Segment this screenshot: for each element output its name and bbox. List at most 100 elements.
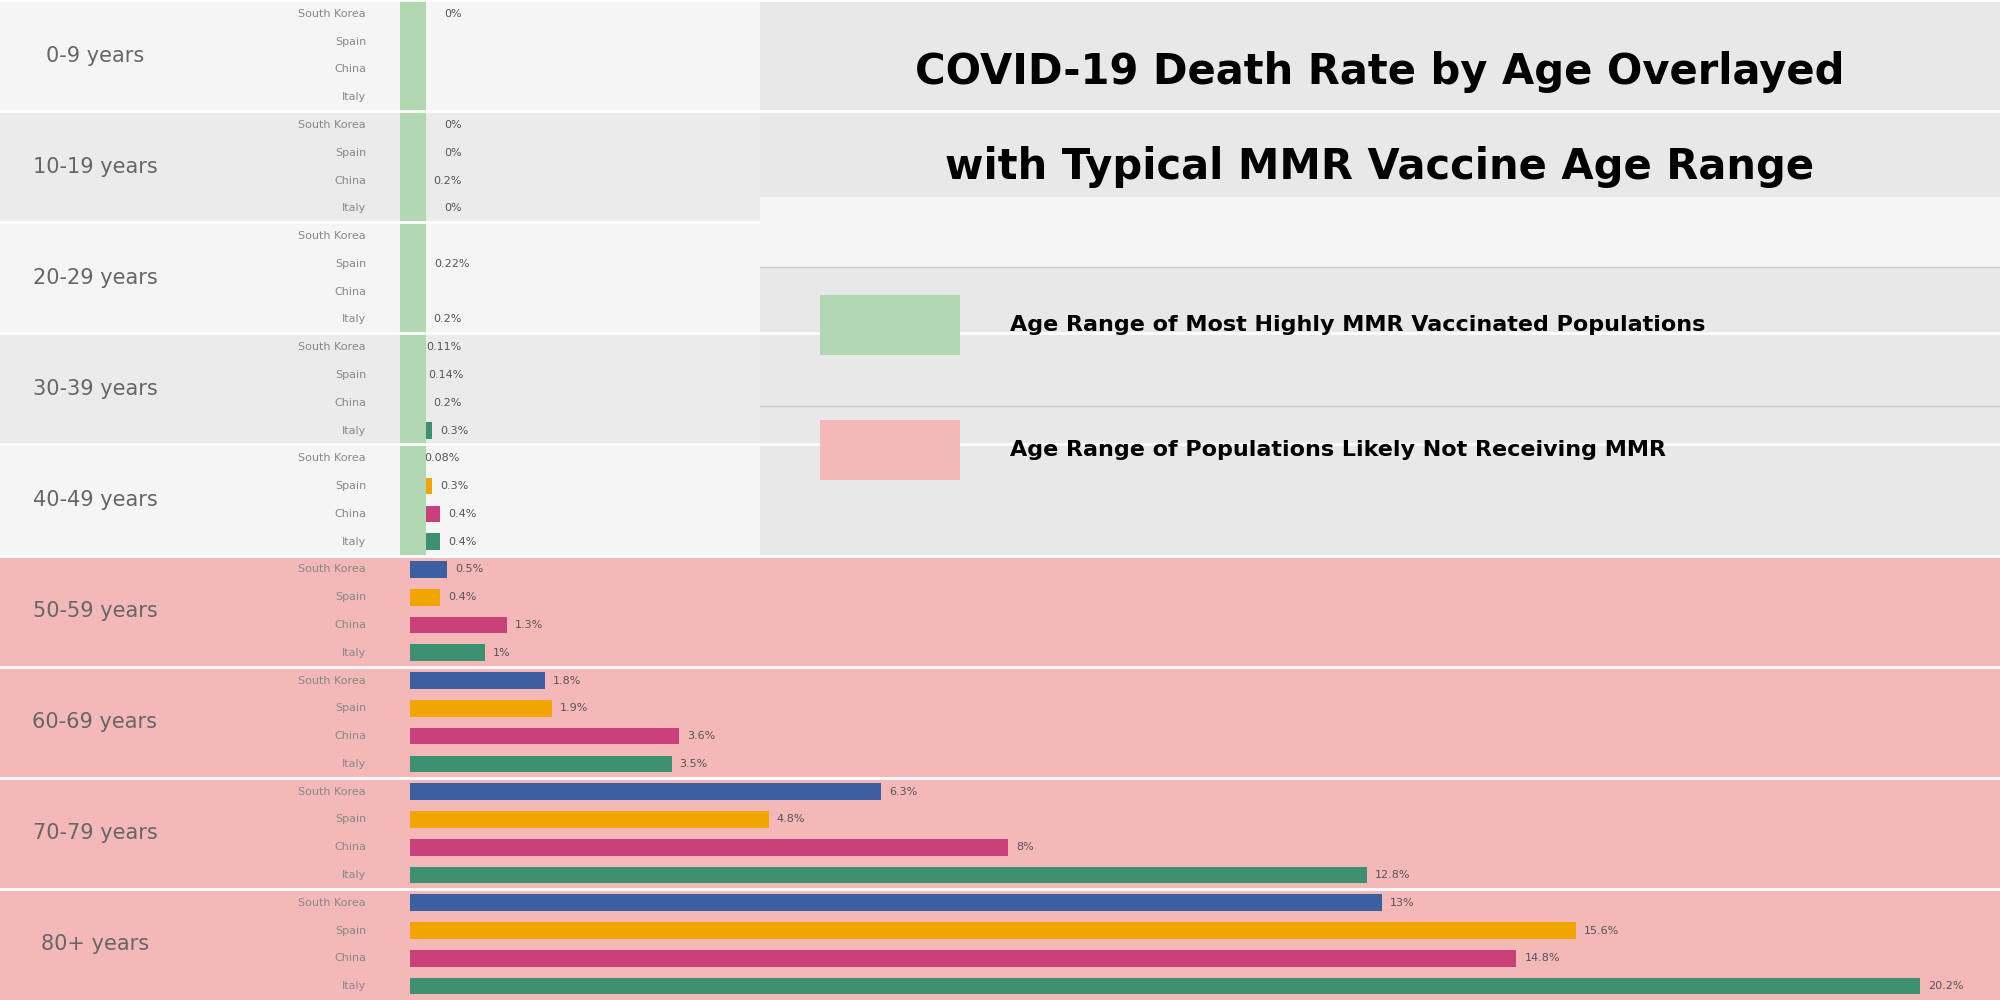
Bar (410, 339, 418, 356)
Bar (410, 894, 1382, 911)
Bar (760, 197, 2000, 267)
Bar (410, 700, 552, 717)
Bar (820, 295, 960, 355)
Text: South Korea: South Korea (298, 9, 366, 19)
Bar (410, 728, 680, 744)
Bar (410, 867, 1366, 883)
Text: South Korea: South Korea (298, 453, 366, 463)
Text: 13%: 13% (1390, 898, 1414, 908)
Text: 20.2%: 20.2% (1928, 981, 1964, 991)
Text: China: China (334, 620, 366, 630)
Bar (410, 256, 426, 272)
Text: 50-59 years: 50-59 years (32, 601, 158, 621)
Bar (410, 561, 448, 578)
Bar (0, 667, 2000, 778)
Bar (410, 172, 424, 189)
Text: South Korea: South Korea (298, 231, 366, 241)
Text: 0.2%: 0.2% (432, 314, 462, 324)
Text: 6.3%: 6.3% (888, 787, 918, 797)
Text: 1%: 1% (492, 648, 510, 658)
Text: 14.8%: 14.8% (1524, 953, 1560, 963)
Bar (410, 589, 440, 606)
Bar (410, 978, 1920, 994)
Text: China: China (334, 953, 366, 963)
Text: Italy: Italy (342, 981, 366, 991)
Text: Spain: Spain (334, 481, 366, 491)
Text: 0%: 0% (444, 9, 462, 19)
Text: 0.14%: 0.14% (428, 370, 464, 380)
Text: 0.5%: 0.5% (456, 564, 484, 574)
Text: 0.2%: 0.2% (432, 176, 462, 186)
Text: Spain: Spain (334, 814, 366, 824)
Text: Spain: Spain (334, 259, 366, 269)
Text: Italy: Italy (342, 203, 366, 213)
Text: South Korea: South Korea (298, 342, 366, 352)
Text: China: China (334, 731, 366, 741)
Text: Spain: Spain (334, 148, 366, 158)
Bar (410, 644, 484, 661)
Text: 20-29 years: 20-29 years (32, 268, 158, 288)
Text: 0-9 years: 0-9 years (46, 46, 144, 66)
Text: South Korea: South Korea (298, 898, 366, 908)
Bar (760, 0, 2000, 556)
Text: Italy: Italy (342, 759, 366, 769)
Text: Spain: Spain (334, 703, 366, 713)
Bar (410, 367, 420, 383)
Text: 1.8%: 1.8% (552, 676, 580, 686)
Bar (410, 922, 1576, 939)
Text: 0.4%: 0.4% (448, 592, 476, 602)
Text: 0%: 0% (444, 203, 462, 213)
Text: Italy: Italy (342, 426, 366, 436)
Text: Italy: Italy (342, 314, 366, 324)
Text: 70-79 years: 70-79 years (32, 823, 158, 843)
Text: COVID-19 Death Rate by Age Overlayed: COVID-19 Death Rate by Age Overlayed (916, 51, 1844, 93)
Text: 3.6%: 3.6% (688, 731, 716, 741)
Text: 60-69 years: 60-69 years (32, 712, 158, 732)
Text: 1.3%: 1.3% (516, 620, 544, 630)
Bar (0, 333, 2000, 444)
Bar (410, 422, 432, 439)
Bar (410, 756, 672, 772)
Text: South Korea: South Korea (298, 676, 366, 686)
Text: South Korea: South Korea (298, 787, 366, 797)
Text: 10-19 years: 10-19 years (32, 157, 158, 177)
Text: 0.22%: 0.22% (434, 259, 470, 269)
Text: China: China (334, 509, 366, 519)
Bar (410, 533, 440, 550)
Text: China: China (334, 842, 366, 852)
Text: Italy: Italy (342, 870, 366, 880)
Text: 0.4%: 0.4% (448, 537, 476, 547)
Text: 0.11%: 0.11% (426, 342, 462, 352)
Bar (410, 394, 424, 411)
Bar (410, 617, 508, 633)
Text: 30-39 years: 30-39 years (32, 379, 158, 399)
Text: Spain: Spain (334, 370, 366, 380)
Text: 12.8%: 12.8% (1374, 870, 1410, 880)
Text: China: China (334, 287, 366, 297)
Bar (0, 111, 2000, 222)
Text: 0%: 0% (444, 120, 462, 130)
Text: Spain: Spain (334, 592, 366, 602)
Text: 8%: 8% (1016, 842, 1034, 852)
Text: Spain: Spain (334, 37, 366, 47)
Text: China: China (334, 176, 366, 186)
Text: 1.9%: 1.9% (560, 703, 588, 713)
Bar (410, 311, 424, 328)
Text: 15.6%: 15.6% (1584, 926, 1620, 936)
Text: 0.3%: 0.3% (440, 426, 468, 436)
Text: Italy: Italy (342, 648, 366, 658)
Text: 3.5%: 3.5% (680, 759, 708, 769)
Bar (0, 556, 2000, 667)
Bar (0, 889, 2000, 1000)
Bar (0, 222, 2000, 333)
Bar (410, 839, 1008, 856)
Text: 0%: 0% (444, 148, 462, 158)
Text: Italy: Italy (342, 537, 366, 547)
Bar (410, 783, 880, 800)
Bar (0, 778, 2000, 889)
Text: 0.08%: 0.08% (424, 453, 460, 463)
Bar (0, 444, 2000, 556)
Text: China: China (334, 398, 366, 408)
Bar (410, 478, 432, 494)
Text: 0.4%: 0.4% (448, 509, 476, 519)
